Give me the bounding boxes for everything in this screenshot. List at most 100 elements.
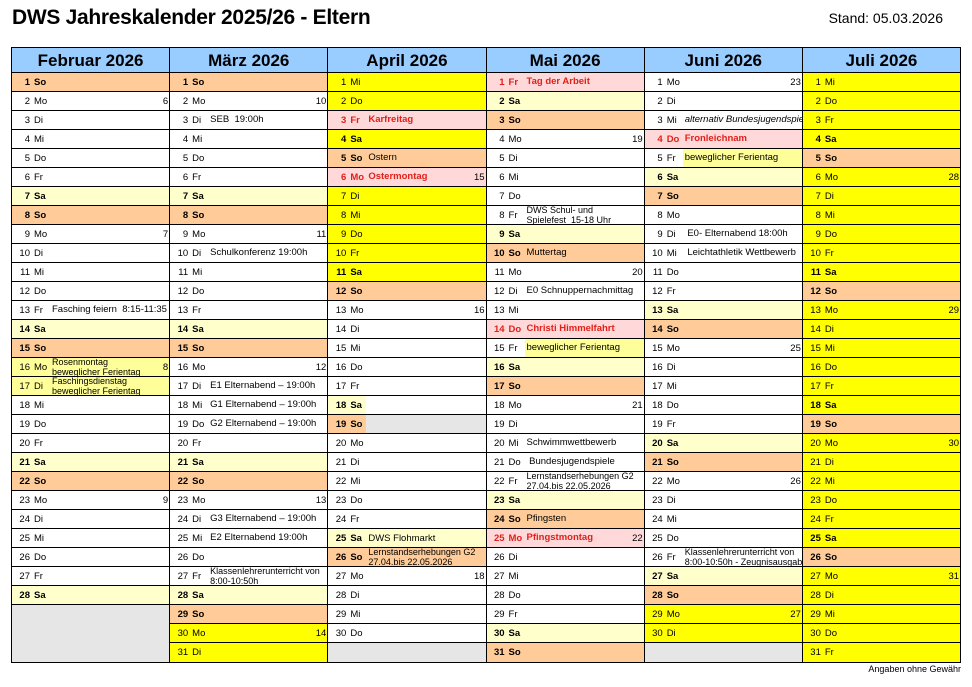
day-row: 3 Fr Karfreitag: [328, 111, 486, 131]
day-event: [840, 320, 961, 338]
day-number: 1: [341, 76, 347, 88]
day-row: 27 Fr Klassenlehrerunterricht von 8:00-10:…: [170, 567, 328, 587]
day-number: 11: [336, 266, 347, 278]
day-event: [366, 624, 486, 643]
weekday: Mi: [824, 342, 835, 354]
day-number: 7: [499, 190, 505, 202]
day-event: Lernstandserhebungen G2 27.04.bis 22.05.…: [524, 472, 644, 491]
weekday: Do: [666, 133, 680, 145]
day-row: 16 Do: [328, 358, 486, 378]
day-number: 22: [810, 475, 821, 487]
weekday: Sa: [192, 456, 204, 468]
day-event: E2 Elternabend 19:00h: [208, 529, 328, 547]
day-date: 22 Mo: [644, 472, 683, 491]
day-row: 29 Mi: [802, 605, 961, 624]
day-date: 28 Di: [328, 586, 367, 605]
day-event: [682, 510, 802, 529]
weekday: Mi: [34, 399, 45, 411]
day-event: [50, 111, 170, 130]
day-number: 21: [177, 456, 189, 468]
calendar-week: 11: [316, 228, 327, 240]
day-row: 12 Do: [170, 282, 328, 301]
weekday: Mi: [666, 513, 677, 525]
day-number: 25: [177, 532, 189, 544]
weekday: Sa: [824, 532, 837, 544]
calendar-week: 10: [315, 95, 327, 107]
day-number: 9: [182, 228, 189, 240]
day-event: [840, 73, 961, 91]
weekday: Mo: [508, 532, 523, 544]
day-row: 25 Sa DWS Flohmarkt: [328, 529, 486, 549]
day-row: 6 Mo 28: [802, 168, 961, 187]
month-column: Juni 2026 1 Mo 23 2 Di 3 Mi alternativ Bundesjug…: [644, 48, 803, 662]
weekday: Sa: [34, 323, 46, 335]
weekday: Fr: [666, 152, 676, 164]
day-row: 24 Di: [12, 510, 170, 530]
day-event: [682, 605, 802, 624]
day-date: 5 Di: [486, 149, 525, 167]
weekday: Sa: [508, 494, 521, 506]
weekday: Fr: [350, 114, 360, 126]
day-number: 26: [19, 551, 30, 563]
day-event: [50, 282, 170, 301]
weekday: Fr: [824, 247, 834, 259]
day-date: 27 Mi: [486, 567, 525, 586]
day-event: Ostermontag: [366, 168, 486, 187]
day-event: DWS Schul- und Spielefest 15-18 Uhr: [524, 206, 644, 225]
day-number: 21: [652, 456, 663, 468]
weekday: So: [666, 323, 679, 335]
day-date: 10 So: [486, 244, 525, 263]
day-date: 26 Do: [12, 548, 50, 567]
day-row: 22 So: [170, 472, 328, 491]
day-date: 2 Do: [802, 92, 841, 110]
day-date: 30 Mo: [170, 624, 209, 643]
day-row: 30 Sa: [486, 624, 644, 644]
weekday: Do: [666, 532, 679, 544]
day-event: [840, 377, 961, 395]
day-event: [208, 624, 328, 643]
day-row: 5 Di: [486, 149, 644, 168]
weekday: Sa: [666, 437, 679, 449]
day-number: 23: [493, 494, 505, 506]
day-row: 10 Fr: [802, 244, 961, 263]
weekday: Sa: [34, 190, 46, 202]
calendar-week: 25: [790, 342, 801, 354]
day-row: 4 Mi: [170, 130, 328, 149]
day-date: 20 Sa: [644, 434, 683, 453]
day-event: [366, 510, 486, 529]
day-number: 5: [815, 152, 821, 164]
day-event: [366, 282, 486, 301]
day-event: Fasching feiern 8:15-11:35 h: [50, 301, 170, 320]
day-row: 12 So: [328, 282, 486, 302]
day-number: 26: [493, 551, 505, 563]
day-number: 11: [652, 266, 663, 278]
day-number: 27: [652, 570, 663, 582]
weekday: Di: [192, 380, 202, 392]
day-row: 16 Mo Rosenmontag beweglicher Ferientag 8: [12, 358, 170, 378]
day-event: [366, 187, 486, 206]
weekday: Sa: [34, 456, 46, 468]
day-number: 15: [19, 342, 30, 354]
day-row: 19 So: [328, 415, 486, 435]
day-date: 31 So: [486, 643, 525, 663]
day-number: 16: [335, 361, 347, 373]
day-date: 9 Sa: [486, 225, 525, 244]
day-row: 1 So: [170, 73, 328, 92]
weekday: Do: [508, 323, 522, 335]
day-date: 23 Di: [644, 491, 683, 510]
day-row: 5 Do: [12, 149, 170, 169]
day-event: [524, 187, 644, 205]
day-row: 10 Di: [12, 244, 170, 264]
day-event: [208, 472, 328, 490]
month-header: Mai 2026: [486, 48, 644, 73]
day-event: [366, 73, 486, 92]
day-date: 9 Do: [802, 225, 841, 243]
day-row: 25 Mi: [12, 529, 170, 549]
day-event: [840, 605, 961, 623]
day-row: 1 Fr Tag der Arbeit: [486, 73, 644, 92]
day-number: 7: [182, 190, 189, 202]
day-date: 12 So: [802, 282, 841, 300]
day-number: 20: [177, 437, 189, 449]
weekday: Mo: [192, 361, 206, 373]
day-event: [208, 187, 328, 205]
